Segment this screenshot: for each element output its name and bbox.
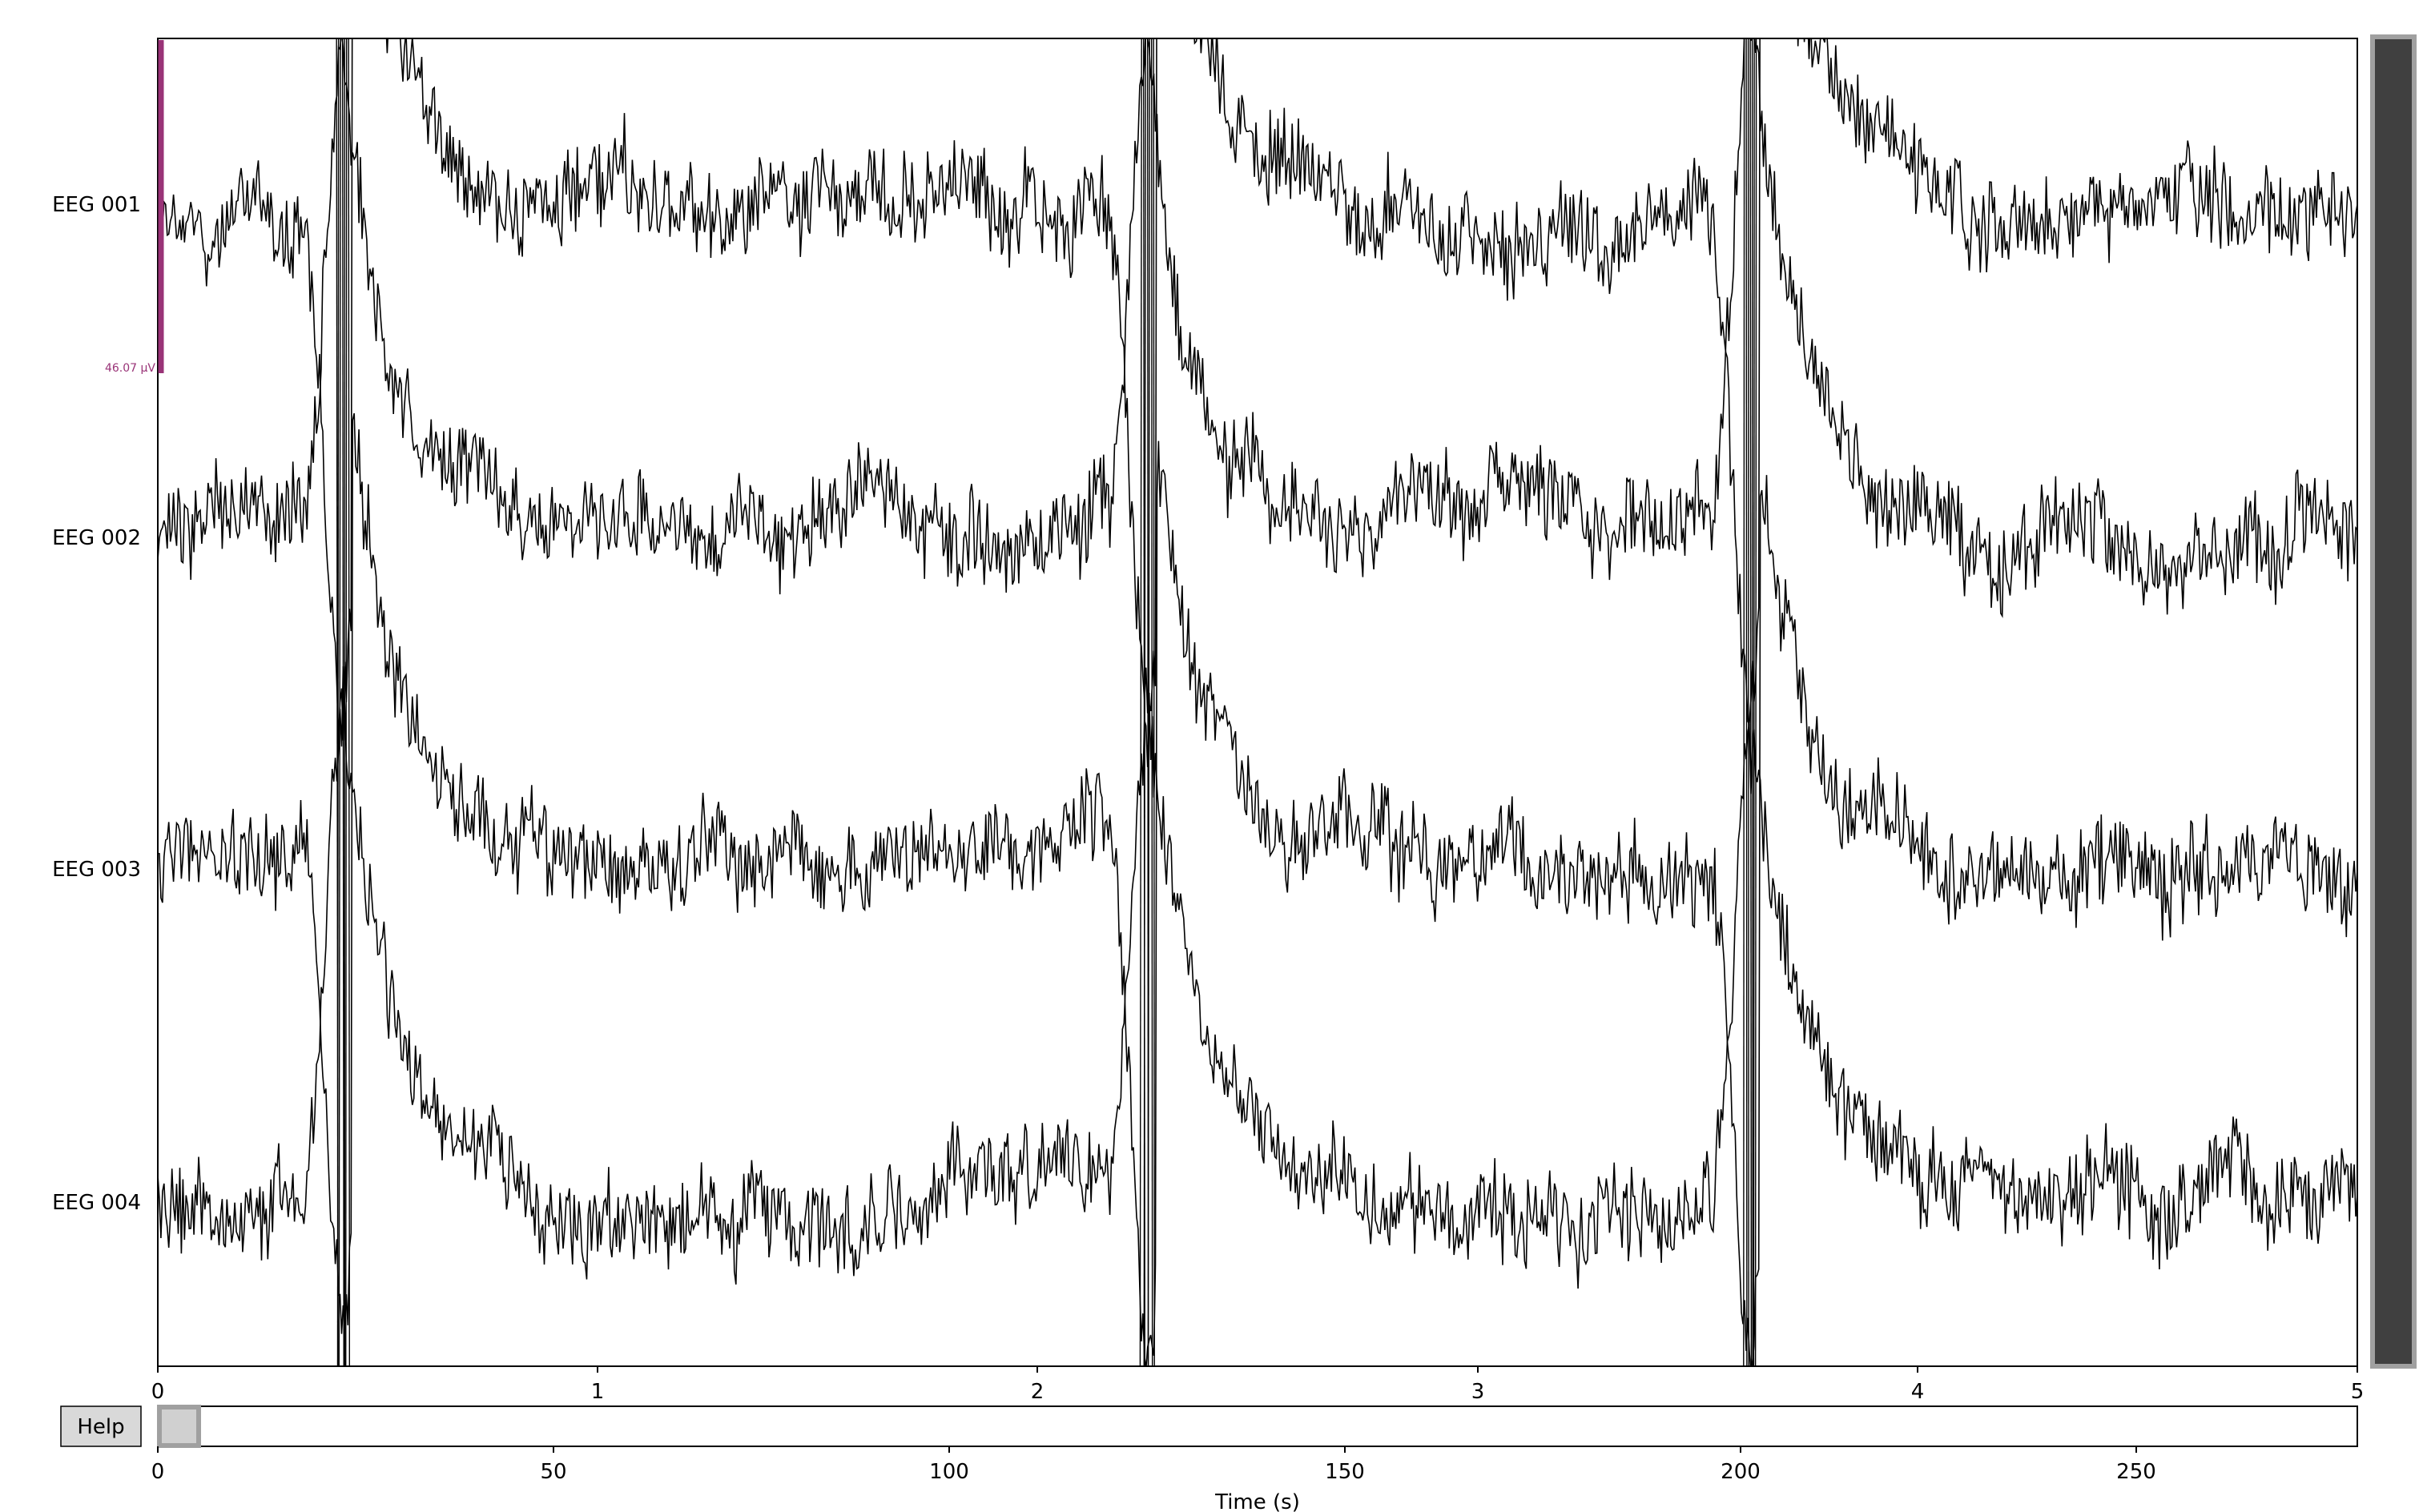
channel-label-eeg-003[interactable]: EEG 003: [52, 858, 141, 882]
channel-label-eeg-001[interactable]: EEG 001: [52, 193, 141, 217]
channel-label-eeg-002[interactable]: EEG 002: [52, 526, 141, 550]
help-button-bg[interactable]: [60, 1405, 142, 1447]
artifact-line: [1754, 38, 1757, 1367]
x-tick-label: 2: [1031, 1380, 1044, 1404]
help-button-label[interactable]: Help: [77, 1415, 124, 1439]
x-tick-label: 3: [1471, 1380, 1485, 1404]
x-tick-label: 100: [929, 1460, 969, 1484]
artifact-line: [338, 38, 341, 1367]
artifact-line: [1147, 38, 1150, 1367]
x-tick-label: 1: [591, 1380, 605, 1404]
x-tick-label: 150: [1325, 1460, 1365, 1484]
artifact-line: [1150, 38, 1153, 1367]
trace-eeg-003[interactable]: [158, 412, 2357, 1372]
trace-eeg-001[interactable]: [158, 0, 2357, 741]
artifact-line: [348, 38, 351, 1367]
x-tick-label: 200: [1721, 1460, 1761, 1484]
x-tick-label: 4: [1911, 1380, 1925, 1404]
artifact-line: [1139, 38, 1142, 1367]
channel-label-eeg-004[interactable]: EEG 004: [52, 1191, 141, 1215]
main-x-axis: 0 1 2 3 4 5: [151, 1366, 2365, 1404]
x-tick-label: 0: [151, 1460, 165, 1484]
artifact-line: [1743, 38, 1745, 1367]
artifact-line: [341, 38, 344, 1367]
time-axis-title: Time (s): [1214, 1490, 1300, 1512]
data-axes-frame: [157, 38, 2358, 1367]
artifact-line: [1143, 38, 1146, 1367]
artifact-line: [1753, 38, 1755, 1367]
artifact-line: [345, 38, 348, 1367]
artifact-line: [1749, 38, 1753, 1367]
time-x-axis: 0 50 100 150 200 250 Time (s): [151, 1446, 2156, 1512]
x-tick-label: 0: [151, 1380, 165, 1404]
x-tick-label: 250: [2116, 1460, 2156, 1484]
x-tick-label: 50: [540, 1460, 566, 1484]
time-scrollbar-track[interactable]: [157, 1405, 2358, 1447]
x-tick-label: 5: [2351, 1380, 2365, 1404]
time-scrollbar-thumb[interactable]: [157, 1405, 201, 1448]
scale-bar-label: 46.07 µV: [105, 362, 155, 375]
trace-eeg-004[interactable]: [158, 666, 2357, 1289]
help-button[interactable]: Help: [60, 1405, 142, 1447]
artifact-line: [1153, 38, 1155, 1367]
channel-scrollbar-thumb[interactable]: [2370, 34, 2417, 1369]
artifact-line: [1745, 38, 1748, 1367]
trace-eeg-002[interactable]: [158, 9, 2357, 618]
artifact-line: [336, 38, 340, 1367]
eeg-traces: [158, 0, 2357, 1372]
